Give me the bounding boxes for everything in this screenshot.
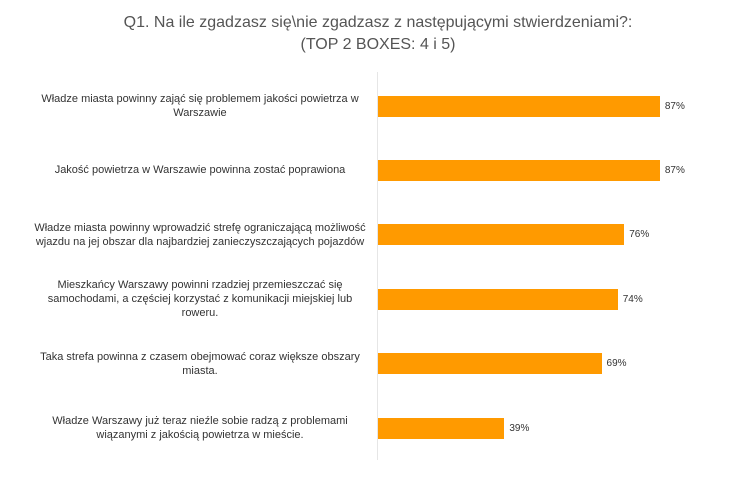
chart-subtitle: (TOP 2 BOXES: 4 i 5) [300,36,456,53]
bar [378,353,602,375]
value-label: 69% [606,358,627,370]
category-label: Władze miasta powinny wprowadzić strefę … [34,221,366,248]
category-label: Taka strefa powinna z czasem obejmować c… [40,350,360,377]
category-label: Władze Warszawy już teraz nieźle sobie r… [52,415,348,441]
bar [378,159,660,181]
category-label: Jakość powietrza w Warszawie powinna zos… [54,164,346,177]
bar [378,288,618,310]
category-axis [377,72,378,460]
category-label: Mieszkańcy Warszawy powinni rzadziej prz… [47,279,353,320]
category-label: Władze miasta powinny zająć się probleme… [41,93,359,119]
value-label: 74% [622,293,643,305]
value-label: 76% [629,229,650,241]
value-label: 39% [509,422,530,434]
bar [378,95,660,117]
bar [378,417,505,439]
chart-title: Q1. Na ile zgadzasz się\nie zgadzasz z n… [123,14,633,31]
value-label: 87% [664,164,685,176]
bar [378,224,625,246]
value-label: 87% [664,100,685,112]
